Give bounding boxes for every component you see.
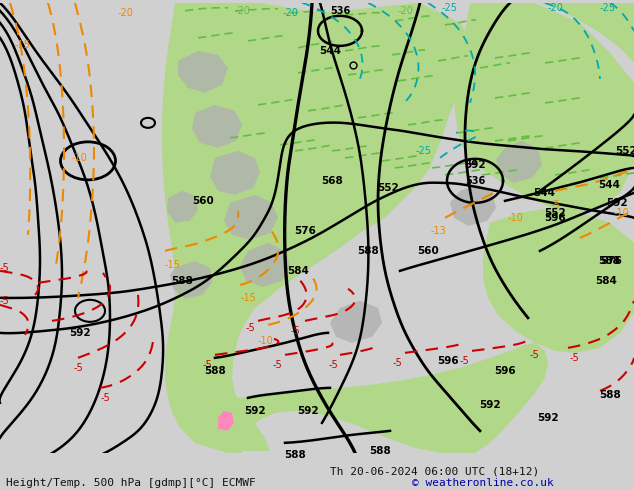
Polygon shape [175,3,240,41]
Text: 560: 560 [192,196,214,206]
Text: -10: -10 [614,208,630,218]
Text: 588: 588 [171,276,193,286]
Text: -5: -5 [0,296,10,306]
Text: 584: 584 [595,276,617,286]
Text: -15: -15 [240,293,256,303]
Text: -5: -5 [290,326,300,336]
Text: 588: 588 [598,256,620,266]
Text: 552: 552 [615,146,634,156]
Text: 576: 576 [294,226,316,236]
Text: -20: -20 [282,8,298,18]
Polygon shape [170,261,212,299]
Text: -5: -5 [530,350,540,360]
Text: 544: 544 [598,180,620,190]
Polygon shape [540,3,634,63]
Text: -5: -5 [100,393,110,403]
Text: Th 20-06-2024 06:00 UTC (18+12): Th 20-06-2024 06:00 UTC (18+12) [330,466,539,476]
Text: 596: 596 [544,213,566,223]
Text: -5: -5 [459,356,469,366]
Ellipse shape [75,300,105,322]
Text: 536: 536 [465,176,485,186]
Text: 596: 596 [437,356,459,366]
Polygon shape [455,3,634,213]
Text: 592: 592 [606,198,628,208]
Text: 568: 568 [321,176,343,186]
Polygon shape [218,411,234,431]
Polygon shape [162,3,480,451]
Text: -5: -5 [202,360,212,370]
Text: -20: -20 [234,6,250,16]
Text: 588: 588 [369,446,391,456]
Text: 552: 552 [377,183,399,193]
Text: 536: 536 [330,6,350,16]
Polygon shape [496,141,542,183]
Text: 544: 544 [533,188,555,198]
Text: -5: -5 [328,360,338,370]
Text: 592: 592 [464,160,486,170]
Text: -13: -13 [430,226,446,236]
Polygon shape [240,243,290,287]
Text: 588: 588 [204,366,226,376]
Polygon shape [450,185,496,226]
Text: -25: -25 [416,146,432,156]
Text: 588: 588 [357,246,379,256]
Text: -25: -25 [600,3,616,13]
Text: 584: 584 [287,266,309,276]
Ellipse shape [60,142,115,180]
Text: 592: 592 [479,400,501,410]
Text: -10: -10 [72,153,87,163]
Polygon shape [167,191,198,223]
Text: -10: -10 [257,336,273,346]
Text: -10: -10 [508,213,524,223]
Text: 576: 576 [600,256,622,266]
Text: -5: -5 [73,363,83,373]
Text: -15: -15 [15,40,31,50]
Text: 544: 544 [319,46,341,56]
Text: 596: 596 [494,366,516,376]
Text: 592: 592 [537,413,559,423]
Text: 592: 592 [69,328,91,338]
Text: -20: -20 [397,6,413,16]
Text: -5: -5 [272,360,282,370]
Text: -15: -15 [164,260,180,270]
Polygon shape [192,105,242,148]
Text: 560: 560 [417,246,439,256]
Text: -5: -5 [550,200,560,210]
Ellipse shape [141,118,155,128]
Text: -5: -5 [392,358,402,368]
Polygon shape [330,301,382,343]
Polygon shape [178,51,228,93]
Text: 592: 592 [297,406,319,416]
Text: -20: -20 [118,8,134,18]
Text: 552: 552 [544,208,566,218]
Polygon shape [224,195,278,240]
Text: -5: -5 [570,353,579,363]
Text: 592: 592 [244,406,266,416]
Polygon shape [210,151,260,195]
Text: -25: -25 [442,3,458,13]
Text: © weatheronline.co.uk: © weatheronline.co.uk [412,478,554,488]
Text: -5: -5 [245,323,255,333]
Text: 588: 588 [284,450,306,460]
Text: -20: -20 [548,3,564,13]
Polygon shape [483,208,634,353]
Text: 588: 588 [599,390,621,400]
Polygon shape [210,343,548,453]
Text: -5: -5 [0,263,10,273]
Text: Height/Temp. 500 hPa [gdmp][°C] ECMWF: Height/Temp. 500 hPa [gdmp][°C] ECMWF [6,478,256,488]
